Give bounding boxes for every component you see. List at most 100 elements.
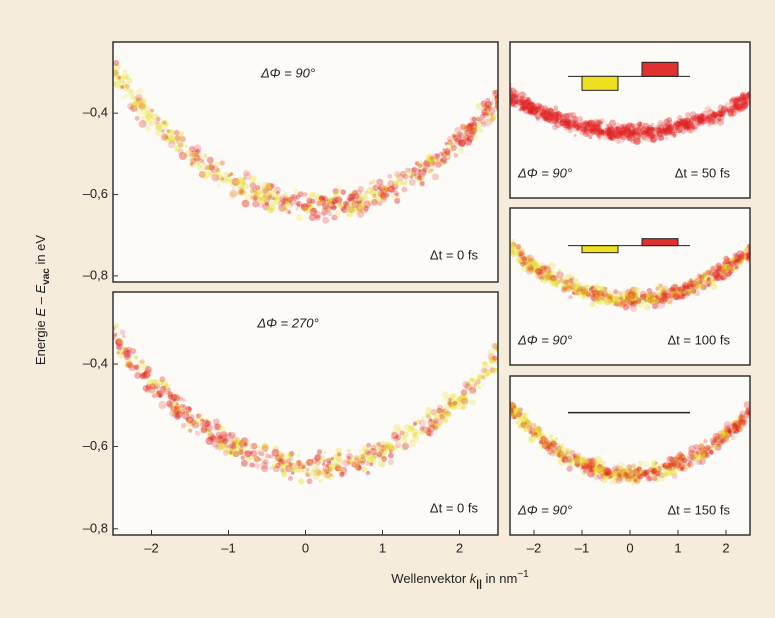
density-dot — [409, 179, 416, 186]
density-dot — [721, 431, 729, 439]
density-dot — [549, 447, 555, 453]
density-dot — [267, 196, 272, 201]
density-dot — [241, 456, 246, 461]
density-dot — [550, 279, 553, 282]
density-dot — [317, 449, 322, 454]
density-dot — [364, 461, 369, 466]
density-dot — [543, 436, 547, 440]
density-dot — [555, 437, 559, 441]
density-dot — [158, 401, 166, 409]
density-dot — [596, 305, 599, 308]
density-dot — [640, 294, 644, 298]
pulse-bar — [582, 246, 618, 253]
density-dot — [744, 255, 747, 258]
density-dot — [440, 158, 444, 162]
density-dot — [563, 113, 567, 117]
x-tick-label: –1 — [575, 540, 589, 555]
density-dot — [261, 465, 268, 472]
density-dot — [553, 106, 558, 111]
density-dot — [580, 467, 583, 470]
density-dot — [490, 101, 494, 105]
density-dot — [527, 265, 533, 271]
density-dot — [458, 147, 464, 153]
density-dot — [597, 290, 604, 297]
density-dot — [535, 103, 542, 110]
density-dot — [568, 278, 573, 283]
density-dot — [729, 112, 735, 118]
density-dot — [325, 474, 330, 479]
density-dot — [582, 122, 586, 126]
density-dot — [307, 478, 313, 484]
density-dot — [672, 294, 679, 301]
density-dot — [244, 450, 252, 458]
density-dot — [604, 298, 611, 305]
density-dot — [571, 283, 578, 290]
density-dot — [159, 376, 165, 382]
density-dot — [197, 163, 203, 169]
density-dot — [400, 181, 404, 185]
density-dot — [149, 120, 156, 127]
density-dot — [358, 454, 366, 462]
density-dot — [392, 447, 395, 450]
density-dot — [254, 456, 260, 462]
density-dot — [118, 76, 121, 79]
density-dot — [189, 418, 193, 422]
density-dot — [557, 445, 562, 450]
density-dot — [375, 448, 381, 454]
density-dot — [214, 161, 220, 167]
density-dot — [366, 471, 370, 475]
y-tick-label: –0,4 — [83, 356, 108, 371]
density-dot — [245, 194, 251, 200]
density-dot — [546, 278, 550, 282]
delay-label: Δt = 50 fs — [675, 165, 731, 180]
density-dot — [453, 153, 458, 158]
density-dot — [545, 441, 549, 445]
density-dot — [331, 215, 337, 221]
density-dot — [270, 183, 274, 187]
density-dot — [472, 380, 479, 387]
label-part: vac — [41, 268, 52, 285]
density-dot — [331, 205, 336, 210]
density-dot — [528, 436, 536, 444]
density-dot — [201, 171, 209, 179]
density-dot — [460, 124, 466, 130]
density-dot — [578, 462, 582, 466]
x-tick-label: 0 — [626, 540, 633, 555]
density-dot — [708, 124, 711, 127]
density-dot — [202, 419, 210, 427]
density-dot — [420, 181, 425, 186]
density-dot — [244, 443, 248, 447]
density-dot — [230, 444, 234, 448]
density-dot — [288, 476, 293, 481]
density-dot — [531, 105, 534, 108]
density-dot — [728, 270, 733, 275]
density-dot — [742, 102, 749, 109]
density-dot — [332, 197, 339, 204]
density-dot — [728, 430, 731, 433]
density-dot — [227, 448, 235, 456]
density-dot — [402, 443, 409, 450]
density-dot — [624, 132, 627, 135]
density-dot — [293, 188, 298, 193]
density-dot — [442, 408, 448, 414]
density-dot — [280, 458, 286, 464]
density-dot — [127, 362, 133, 368]
density-dot — [687, 286, 690, 289]
y-tick-label: –0,6 — [83, 186, 108, 201]
density-dot — [323, 451, 326, 454]
density-dot — [395, 181, 399, 185]
density-dot — [160, 386, 166, 392]
density-dot — [339, 472, 345, 478]
x-tick-label: 0 — [302, 540, 309, 555]
density-dot — [436, 423, 442, 429]
density-dot — [249, 444, 254, 449]
label-part: Wellenvektor — [391, 571, 470, 586]
label-part: −1 — [517, 569, 529, 580]
density-dot — [651, 468, 657, 474]
density-dot — [617, 462, 624, 469]
density-dot — [220, 160, 226, 166]
label-part: in eV — [33, 235, 48, 269]
density-dot — [273, 466, 280, 473]
phase-label: ΔΦ = 90° — [517, 332, 572, 347]
x-tick-label: –2 — [144, 540, 158, 555]
